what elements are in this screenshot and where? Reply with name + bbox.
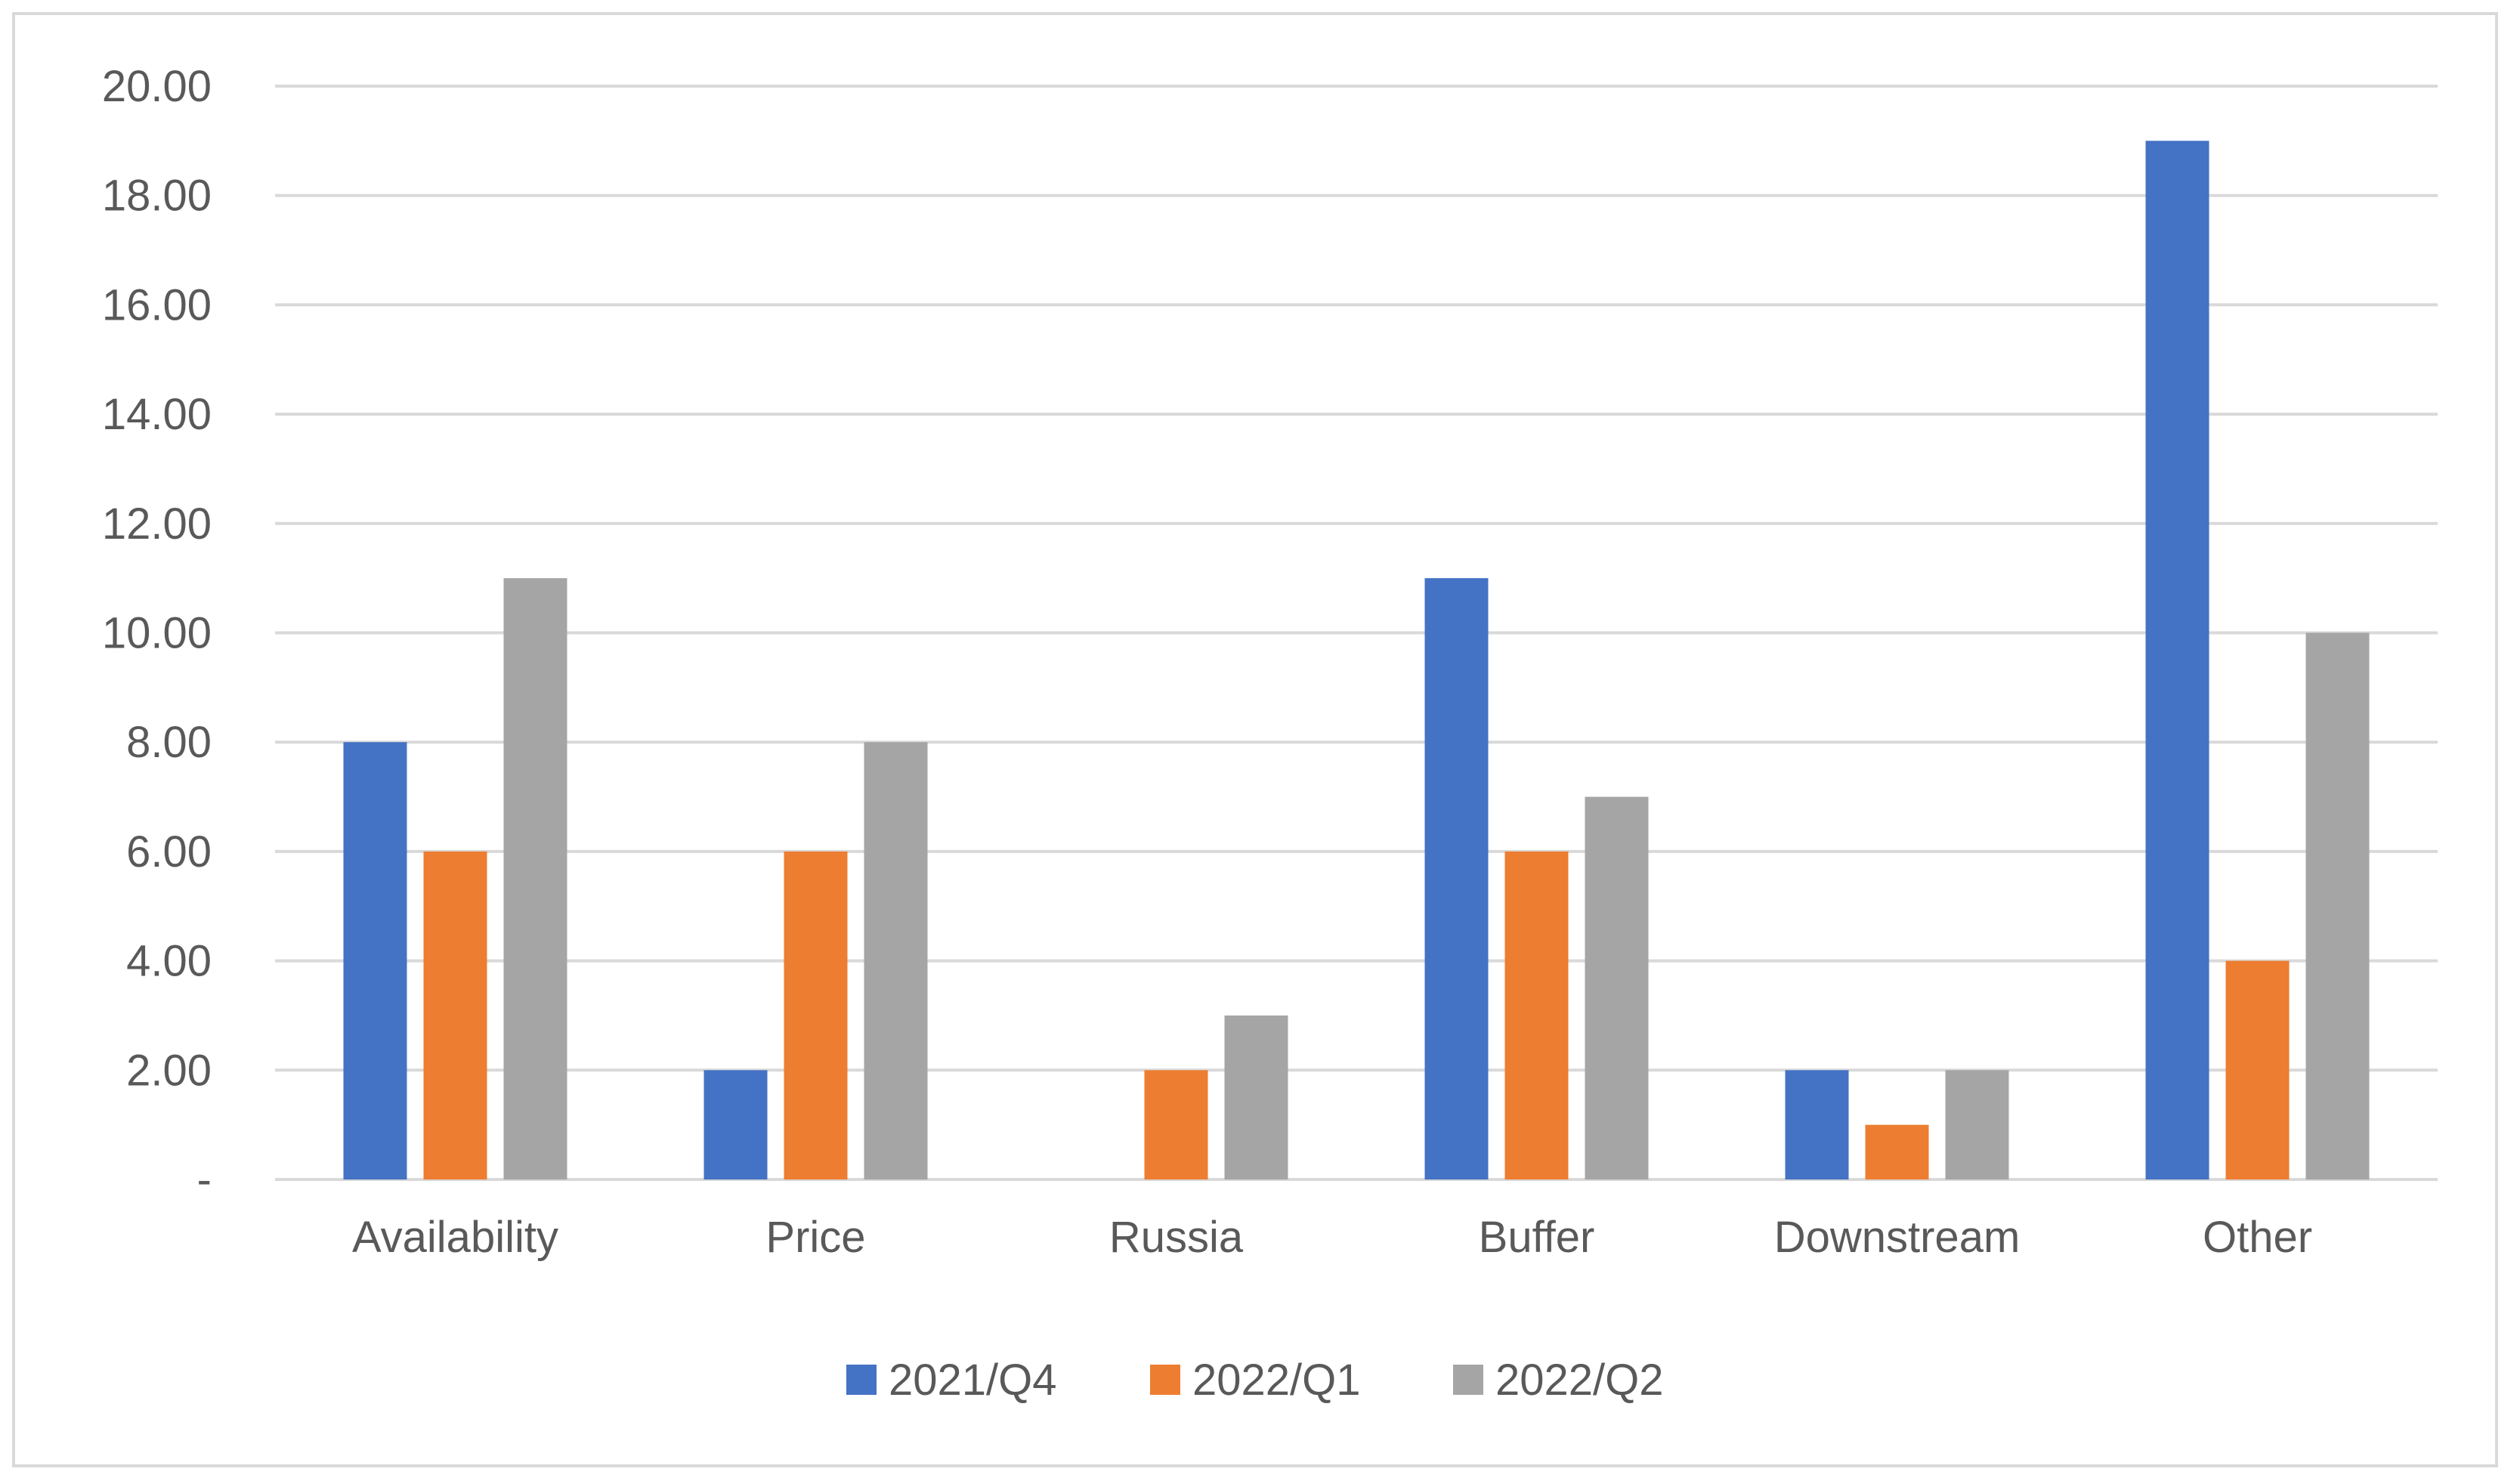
legend-swatch: [846, 1365, 877, 1395]
legend-item-2021-q4: 2021/Q4: [846, 1356, 1057, 1405]
bar-downstream-2021-q4: [1785, 1070, 1849, 1179]
x-axis-category-labels: Availability Price Russia Buffer Downstream O…: [352, 1213, 2312, 1262]
legend-swatch: [1453, 1365, 1483, 1395]
bar-price-2022-q2: [864, 742, 928, 1179]
x-category-label: Downstream: [1774, 1213, 2021, 1262]
legend-label: 2022/Q1: [1192, 1356, 1361, 1405]
bar-buffer-2021-q4: [1424, 578, 1489, 1179]
y-tick-label: 8.00: [126, 718, 212, 767]
bar-russia-2022-q1: [1144, 1070, 1208, 1179]
gridlines: [275, 85, 2438, 1181]
legend-label: 2022/Q2: [1495, 1356, 1664, 1405]
bars: [343, 141, 2370, 1180]
legend-item-2022-q2: 2022/Q2: [1453, 1356, 1664, 1405]
y-tick-label: 14.00: [102, 390, 212, 439]
bar-buffer-2022-q2: [1585, 796, 1649, 1179]
bar-availability-2021-q4: [343, 742, 407, 1179]
legend-item-2022-q1: 2022/Q1: [1150, 1356, 1361, 1405]
legend: 2021/Q4 2022/Q1 2022/Q2: [846, 1356, 1664, 1405]
y-tick-label: 2.00: [126, 1046, 212, 1095]
x-category-label: Availability: [352, 1213, 558, 1262]
chart-frame: - 2.00 4.00 6.00 8.00 10.00 12.00 14.00 16.00 18.…: [12, 12, 2498, 1467]
x-category-label: Russia: [1109, 1213, 1244, 1262]
bar-price-2022-q1: [784, 851, 848, 1179]
y-axis-tick-labels: - 2.00 4.00 6.00 8.00 10.00 12.00 14.00 16.00 18.…: [102, 62, 212, 1204]
y-tick-label: 18.00: [102, 172, 212, 221]
x-category-label: Buffer: [1479, 1213, 1595, 1262]
y-tick-label: 20.00: [102, 62, 212, 111]
bar-other-2022-q2: [2305, 632, 2370, 1179]
x-category-label: Price: [765, 1213, 865, 1262]
y-tick-label: 10.00: [102, 609, 212, 658]
bar-downstream-2022-q2: [1945, 1070, 2009, 1179]
y-tick-label: 4.00: [126, 937, 212, 986]
bar-availability-2022-q1: [423, 851, 487, 1179]
bar-availability-2022-q2: [503, 578, 567, 1179]
legend-label: 2021/Q4: [889, 1356, 1057, 1405]
bar-buffer-2022-q1: [1504, 851, 1569, 1179]
bar-downstream-2022-q1: [1865, 1124, 1929, 1179]
y-tick-label: 6.00: [126, 827, 212, 876]
bar-chart: - 2.00 4.00 6.00 8.00 10.00 12.00 14.00 16.00 18.…: [102, 62, 2438, 1405]
y-tick-label: 12.00: [102, 499, 212, 549]
y-tick-label: 16.00: [102, 280, 212, 329]
bar-other-2022-q1: [2225, 960, 2290, 1179]
bar-price-2021-q4: [703, 1070, 768, 1179]
x-category-label: Other: [2203, 1213, 2312, 1262]
legend-swatch: [1150, 1365, 1180, 1395]
bar-russia-2022-q2: [1224, 1015, 1288, 1179]
bar-other-2021-q4: [2145, 141, 2209, 1180]
y-tick-label: -: [197, 1155, 212, 1204]
